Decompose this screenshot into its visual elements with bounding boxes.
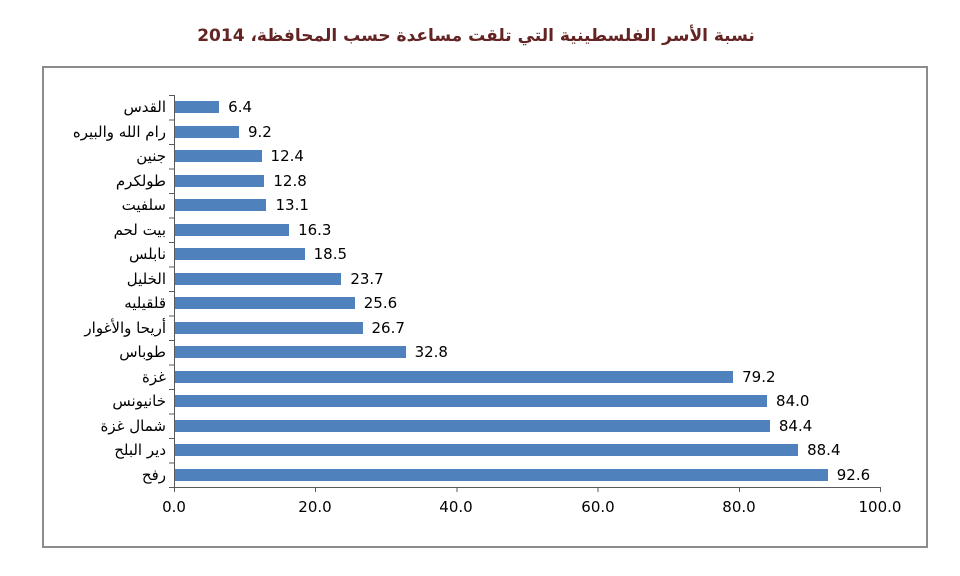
category-label: دير البلح [114, 441, 166, 460]
bar-value-label: 88.4 [807, 441, 841, 460]
category-label: غزة [142, 367, 166, 386]
category-label: طولكرم [115, 171, 166, 190]
bar-track: 16.3 [174, 218, 880, 243]
bar-value-label: 12.4 [270, 147, 304, 166]
bar-value-label: 92.6 [836, 465, 871, 484]
bar [174, 321, 363, 334]
x-tick-label: 0.0 [162, 498, 186, 516]
bar-value-label: 6.4 [228, 98, 253, 117]
bar [174, 174, 265, 187]
category-label: جنين [136, 147, 166, 166]
bar [174, 370, 734, 383]
category-label: بيت لحم [113, 220, 166, 239]
bar-track: 6.4 [174, 95, 880, 120]
bar-value-label: 84.0 [776, 392, 810, 411]
bar-value-label: 16.3 [298, 220, 332, 239]
x-tick-label: 60.0 [581, 498, 615, 516]
bar [174, 419, 770, 432]
bar-row: غزة 79.2 [44, 365, 926, 390]
bar-row: طوباس 32.8 [44, 340, 926, 365]
bar-value-label: 13.1 [275, 196, 309, 215]
bar-row: جنين 12.4 [44, 144, 926, 169]
bar-track: 12.8 [174, 169, 880, 194]
category-label: سلفيت [121, 196, 166, 215]
bar-track: 84.4 [174, 414, 880, 439]
bar-value-label: 25.6 [363, 294, 398, 313]
bar-track: 23.7 [174, 267, 880, 292]
bar-row: القدس 6.4 [44, 95, 926, 120]
bar [174, 199, 267, 212]
x-axis-ticks [174, 488, 882, 492]
bar-row: خانيونس 84.0 [44, 389, 926, 414]
bar-row: أريحا والأغوار 26.7 [44, 316, 926, 341]
category-label: شمال غزة [100, 416, 166, 435]
bar-row: شمال غزة 84.4 [44, 414, 926, 439]
bar [174, 346, 406, 359]
bar-row: رام الله والبيره 9.2 [44, 120, 926, 145]
bar-row: سلفيت 13.1 [44, 193, 926, 218]
bar-row: قلقيليه 25.6 [44, 291, 926, 316]
bar-track: 18.5 [174, 242, 880, 267]
bar [174, 150, 262, 163]
bar [174, 125, 239, 138]
chart-plot-area: القدس 6.4 رام الله والبيره 9.2 جنين 12.4… [42, 66, 928, 548]
bar-row: الخليل 23.7 [44, 267, 926, 292]
bar-value-label: 12.8 [273, 171, 307, 190]
category-label: رام الله والبيره [72, 122, 166, 141]
bar [174, 248, 305, 261]
x-tick-label: 20.0 [298, 498, 332, 516]
bar [174, 297, 355, 310]
bar [174, 223, 290, 236]
bar-track: 88.4 [174, 438, 880, 463]
bar-row: بيت لحم 16.3 [44, 218, 926, 243]
x-axis-line [174, 487, 881, 488]
bar-value-label: 79.2 [742, 367, 776, 386]
bar-track: 26.7 [174, 316, 880, 341]
x-tick-label: 80.0 [722, 498, 756, 516]
chart-title: نسبة الأسر الفلسطينية التي تلقت مساعدة ح… [197, 26, 755, 46]
category-label: نابلس [128, 245, 166, 264]
bar-row: رفح 92.6 [44, 463, 926, 488]
category-label: طوباس [119, 343, 166, 362]
x-tick-label: 40.0 [439, 498, 473, 516]
bar-track: 13.1 [174, 193, 880, 218]
bar-track: 25.6 [174, 291, 880, 316]
category-label: قلقيليه [124, 294, 166, 313]
bar [174, 395, 768, 408]
bar-track: 84.0 [174, 389, 880, 414]
bar-rows: القدس 6.4 رام الله والبيره 9.2 جنين 12.4… [44, 95, 926, 487]
bar [174, 468, 828, 481]
category-label: الخليل [126, 269, 166, 288]
category-label: القدس [123, 98, 166, 117]
bar-row: طولكرم 12.8 [44, 169, 926, 194]
bar-value-label: 9.2 [247, 122, 272, 141]
category-label: رفح [141, 465, 166, 484]
bar-row: نابلس 18.5 [44, 242, 926, 267]
bar-track: 12.4 [174, 144, 880, 169]
category-label: أريحا والأغوار [84, 318, 166, 337]
bar [174, 101, 220, 114]
bar [174, 272, 342, 285]
bar-track: 92.6 [174, 463, 880, 488]
bar-value-label: 84.4 [778, 416, 813, 435]
bar-value-label: 32.8 [414, 343, 448, 362]
bar-value-label: 23.7 [350, 269, 384, 288]
category-label: خانيونس [112, 392, 166, 411]
bar [174, 444, 799, 457]
bar-value-label: 18.5 [313, 245, 348, 264]
y-axis-ticks [169, 95, 174, 489]
bar-row: دير البلح 88.4 [44, 438, 926, 463]
bar-track: 79.2 [174, 365, 880, 390]
bar-track: 32.8 [174, 340, 880, 365]
bar-value-label: 26.7 [371, 318, 405, 337]
x-tick-label: 100.0 [858, 498, 902, 516]
bar-track: 9.2 [174, 120, 880, 145]
y-axis-line [174, 95, 175, 488]
